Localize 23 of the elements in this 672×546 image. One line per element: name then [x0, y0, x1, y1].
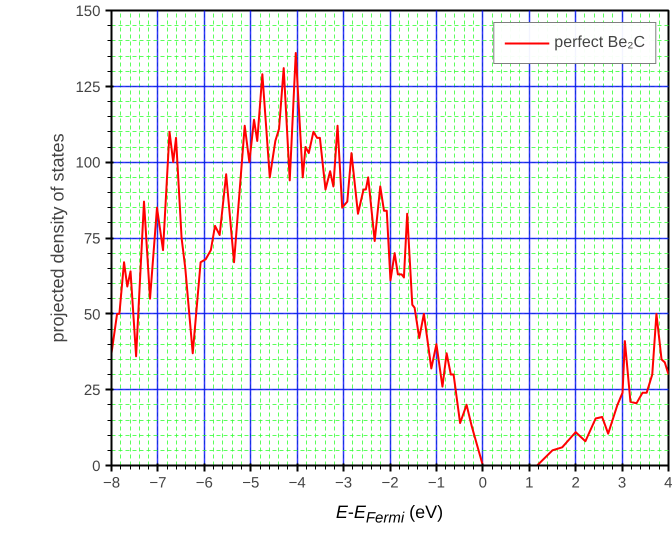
x-tick-label: −2 [381, 474, 399, 492]
x-tick-label: 4 [664, 474, 672, 492]
y-tick-label: 50 [84, 306, 101, 324]
x-tick-label: −6 [196, 474, 213, 492]
y-tick-label: 100 [75, 154, 101, 172]
x-tick-label: −3 [335, 474, 352, 492]
x-tick-label: 1 [525, 474, 534, 492]
x-tick-label: −7 [149, 474, 166, 492]
y-tick-label: 0 [92, 458, 100, 475]
legend-label: perfect Be₂C [554, 34, 645, 52]
x-tick-label: 3 [618, 474, 626, 492]
y-tick-label: 25 [84, 382, 101, 400]
x-tick-label: −1 [428, 474, 445, 492]
x-tick-label: −4 [288, 474, 306, 492]
x-tick-label: −5 [242, 474, 260, 492]
y-axis-title: projected density of states [47, 133, 68, 343]
y-tick-label: 125 [75, 78, 101, 96]
x-tick-label: −8 [102, 474, 120, 492]
x-axis-title: E-E$_{Fermi}$ (eV) [336, 501, 444, 529]
y-tick-label: 150 [75, 3, 101, 20]
y-tick-label: 75 [84, 230, 101, 248]
x-tick-label: 0 [478, 474, 488, 492]
x-tick-label: 2 [571, 474, 580, 492]
